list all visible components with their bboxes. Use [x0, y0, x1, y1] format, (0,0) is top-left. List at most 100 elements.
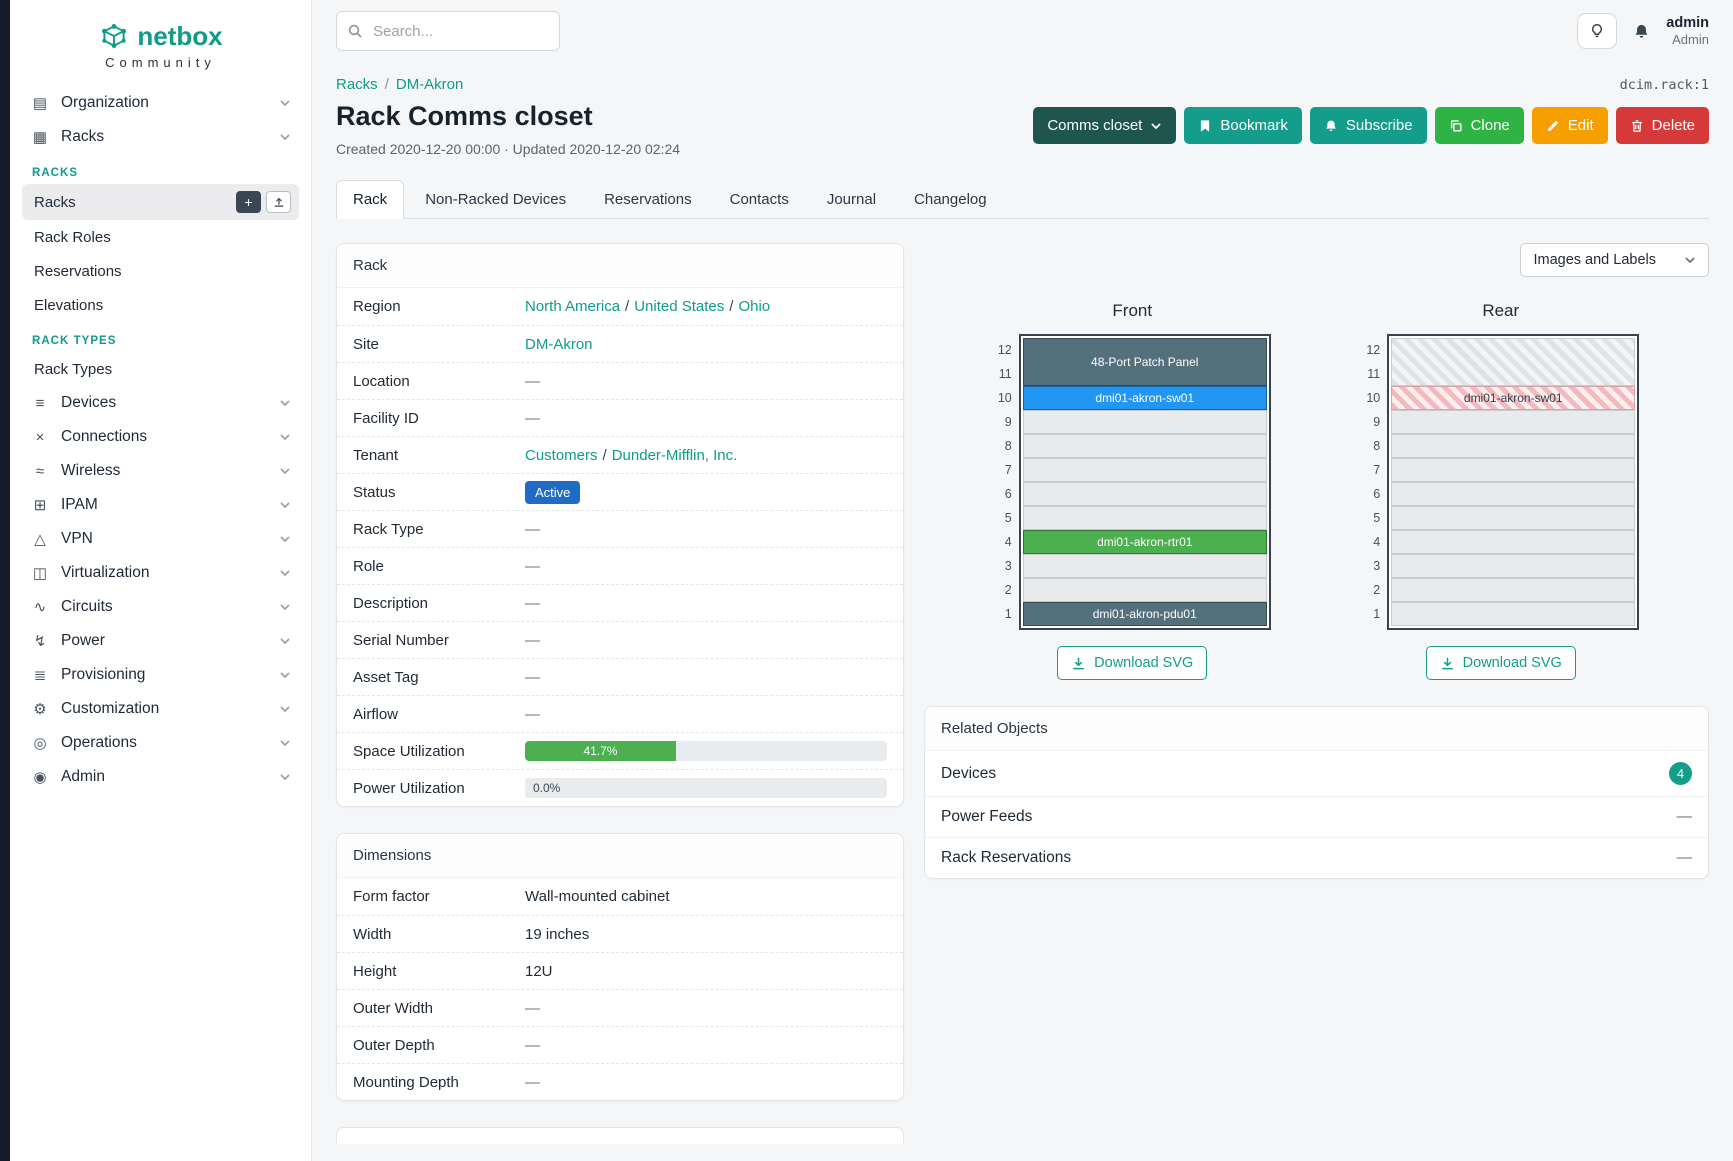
images-labels-select[interactable]: Images and Labels [1520, 243, 1709, 277]
empty-value: — [525, 372, 540, 390]
rack-unit-empty[interactable] [1391, 458, 1636, 482]
tab-changelog[interactable]: Changelog [914, 191, 987, 208]
sidebar-group-organization[interactable]: ▤ Organization [22, 86, 299, 120]
sidebar-group-power[interactable]: ↯ Power [22, 624, 299, 658]
download-svg-button[interactable]: Download SVG [1425, 646, 1576, 680]
attr-value: — [525, 1037, 887, 1054]
rack-unit-empty[interactable] [1022, 410, 1267, 434]
rack-unit-empty[interactable] [1391, 410, 1636, 434]
rack-unit-device[interactable]: dmi01-akron-pdu01 [1022, 602, 1267, 626]
unit-number: 7 [1373, 463, 1381, 477]
attr-value: Wall-mounted cabinet [525, 888, 887, 905]
rack-unit-empty[interactable] [1391, 482, 1636, 506]
sidebar-group-provisioning[interactable]: ≣ Provisioning [22, 658, 299, 692]
rack-unit-device[interactable]: dmi01-akron-sw01 [1022, 386, 1267, 410]
related-row-devices[interactable]: Devices 4 [925, 751, 1708, 796]
sidebar-group-connections[interactable]: × Connections [22, 420, 299, 454]
tab-contacts[interactable]: Contacts [729, 191, 789, 208]
attr-label: Tenant [353, 446, 399, 464]
left-column: Rack Region North America / United States / O… [336, 243, 904, 1144]
attr-value: — [525, 595, 887, 612]
sidebar-group-devices[interactable]: ≡ Devices [22, 386, 299, 420]
subscribe-button[interactable]: Subscribe [1309, 107, 1427, 144]
sidebar-group-label: Circuits [61, 598, 113, 615]
sidebar-item-rack-roles[interactable]: Rack Roles [22, 220, 299, 254]
link-ohio[interactable]: Ohio [738, 298, 771, 315]
sidebar-group-customization[interactable]: ⚙ Customization [22, 692, 299, 726]
tab-rack[interactable]: Rack [336, 180, 405, 219]
rack-unit-empty[interactable] [1022, 458, 1267, 482]
rack-unit-device[interactable]: dmi01-akron-rtr01 [1022, 530, 1267, 554]
rack-unit-empty[interactable] [1022, 554, 1267, 578]
unit-number: 2 [1004, 583, 1012, 597]
sidebar-item-reservations[interactable]: Reservations [22, 254, 299, 288]
page-content: Racks / DM-Akron dcim.rack:1 Rack Comms cl… [312, 62, 1733, 1161]
sidebar-group-circuits[interactable]: ∿ Circuits [22, 590, 299, 624]
download-svg-button[interactable]: Download SVG [1057, 646, 1208, 680]
link-united-states[interactable]: United States [634, 298, 725, 315]
chevron-down-icon [279, 97, 291, 109]
unit-numbers: 12 11 10 9 8 7 6 5 4 3 2 1 [1362, 334, 1380, 630]
search-input[interactable] [336, 11, 560, 51]
sidebar-group-operations[interactable]: ◎ Operations [22, 726, 299, 760]
rack-unit-empty[interactable] [1391, 578, 1636, 602]
attr-value: — [525, 706, 887, 723]
sidebar-group-racks[interactable]: ▦ Racks [22, 120, 299, 154]
sidebar-item-racks[interactable]: Racks + [22, 184, 299, 220]
bookmark-button[interactable]: Bookmark [1184, 107, 1302, 144]
sidebar-group-admin[interactable]: ◉ Admin [22, 760, 299, 794]
sidebar-item-rack-types[interactable]: Rack Types [22, 352, 299, 386]
add-button[interactable]: + [236, 191, 261, 213]
delete-button[interactable]: Delete [1615, 107, 1709, 144]
sidebar-group-virtualization[interactable]: ◫ Virtualization [22, 556, 299, 590]
user-menu[interactable]: admin Admin [1666, 15, 1709, 48]
tab-non-racked-devices[interactable]: Non-Racked Devices [425, 191, 567, 208]
theme-toggle-button[interactable] [1577, 13, 1618, 49]
notifications-bell-icon[interactable] [1633, 23, 1650, 40]
breadcrumb-link-dm-akron[interactable]: DM-Akron [395, 76, 464, 93]
sidebar-group-wireless[interactable]: ≈ Wireless [22, 454, 299, 488]
attr-label: Airflow [353, 705, 399, 723]
elevation-title: Rear [1482, 301, 1520, 320]
clone-button[interactable]: Clone [1434, 107, 1524, 144]
trash-icon [1630, 119, 1644, 133]
rack-unit-empty[interactable] [1022, 506, 1267, 530]
link-customers[interactable]: Customers [525, 446, 598, 464]
breadcrumb-link-racks[interactable]: Racks [336, 76, 378, 93]
rack-unit-empty[interactable] [1022, 434, 1267, 458]
rack-unit-empty[interactable] [1022, 578, 1267, 602]
unit-number: 11 [998, 367, 1012, 381]
sidebar-group-vpn[interactable]: △ VPN [22, 522, 299, 556]
attr-row-status: Status Active [337, 473, 903, 510]
rack-unit-device[interactable]: 48-Port Patch Panel [1022, 338, 1267, 386]
attr-value: 12U [525, 963, 887, 980]
sidebar-item-elevations[interactable]: Elevations [22, 288, 299, 322]
tab-journal[interactable]: Journal [826, 191, 877, 208]
sidebar-group-label: Customization [61, 700, 160, 717]
rack-unit-empty[interactable] [1391, 602, 1636, 626]
netbox-logo[interactable]: netbox Community [10, 12, 311, 72]
edit-button[interactable]: Edit [1531, 107, 1608, 144]
attr-label: Space Utilization [353, 742, 465, 760]
tab-reservations[interactable]: Reservations [604, 191, 692, 208]
rack-unit-empty[interactable] [1391, 434, 1636, 458]
ipam-icon: ⊞ [33, 497, 47, 514]
rack-selector-dropdown[interactable]: Comms closet [1033, 107, 1177, 144]
rack-unit-empty[interactable] [1022, 482, 1267, 506]
topbar-right: admin Admin [1577, 13, 1709, 49]
import-button[interactable] [266, 191, 291, 213]
rack-unit-rear-occupied[interactable]: dmi01-akron-sw01 [1391, 386, 1636, 410]
link-dm-akron[interactable]: DM-Akron [525, 335, 593, 353]
images-labels-label: Images and Labels [1533, 252, 1656, 268]
related-row-rack-reservations[interactable]: Rack Reservations — [925, 837, 1708, 878]
empty-value: — [525, 520, 540, 538]
link-dunder-mifflin-inc[interactable]: Dunder-Mifflin, Inc. [611, 446, 738, 464]
related-row-power-feeds[interactable]: Power Feeds — [925, 796, 1708, 837]
rack-unit-empty[interactable] [1391, 530, 1636, 554]
download-icon [1071, 656, 1086, 671]
rack-unit-empty[interactable] [1391, 554, 1636, 578]
link-north-america[interactable]: North America [525, 298, 621, 315]
sidebar-group-ipam[interactable]: ⊞ IPAM [22, 488, 299, 522]
sidebar-group-label: VPN [61, 530, 93, 547]
rack-unit-empty[interactable] [1391, 506, 1636, 530]
